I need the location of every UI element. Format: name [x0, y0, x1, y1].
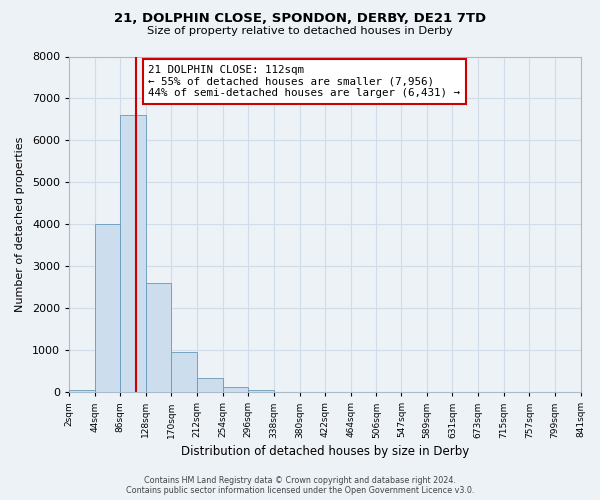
Bar [95, 224, 120, 392]
Text: 21, DOLPHIN CLOSE, SPONDON, DERBY, DE21 7TD: 21, DOLPHIN CLOSE, SPONDON, DERBY, DE21 … [114, 12, 486, 26]
Bar [69, 390, 95, 392]
Y-axis label: Number of detached properties: Number of detached properties [15, 136, 25, 312]
Bar [120, 115, 146, 392]
Bar [172, 352, 197, 392]
Text: 21 DOLPHIN CLOSE: 112sqm
← 55% of detached houses are smaller (7,956)
44% of sem: 21 DOLPHIN CLOSE: 112sqm ← 55% of detach… [148, 65, 460, 98]
Bar [223, 386, 248, 392]
Bar [197, 378, 223, 392]
X-axis label: Distribution of detached houses by size in Derby: Distribution of detached houses by size … [181, 444, 469, 458]
Bar [248, 390, 274, 392]
Bar [146, 283, 172, 392]
Text: Size of property relative to detached houses in Derby: Size of property relative to detached ho… [147, 26, 453, 36]
Text: Contains HM Land Registry data © Crown copyright and database right 2024.
Contai: Contains HM Land Registry data © Crown c… [126, 476, 474, 495]
